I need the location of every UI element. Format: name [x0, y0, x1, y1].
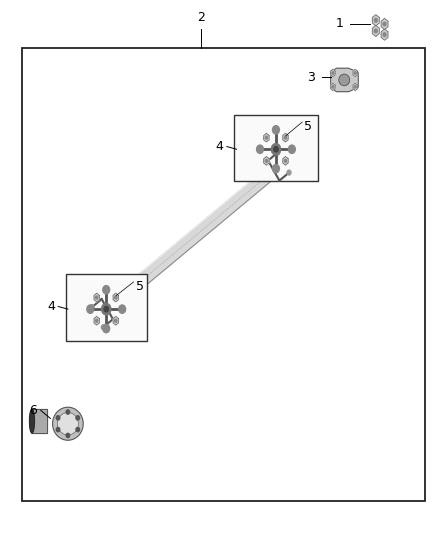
Polygon shape — [32, 409, 47, 433]
Text: 6: 6 — [29, 404, 37, 417]
Polygon shape — [94, 317, 99, 325]
Circle shape — [383, 33, 386, 36]
Text: 2: 2 — [198, 11, 205, 24]
Circle shape — [95, 319, 98, 322]
Circle shape — [95, 296, 98, 299]
Polygon shape — [372, 15, 379, 26]
Text: 5: 5 — [304, 120, 312, 133]
Bar — [22, 48, 425, 501]
Circle shape — [56, 416, 60, 420]
Text: 5: 5 — [136, 280, 144, 293]
Polygon shape — [331, 69, 335, 77]
Circle shape — [332, 86, 334, 88]
Circle shape — [265, 136, 268, 139]
Text: 4: 4 — [215, 140, 223, 153]
Polygon shape — [372, 26, 379, 36]
Text: 1: 1 — [336, 18, 344, 30]
Circle shape — [56, 427, 60, 432]
Circle shape — [287, 170, 291, 175]
Circle shape — [271, 143, 281, 155]
Text: 4: 4 — [47, 300, 55, 313]
Circle shape — [103, 286, 110, 294]
Polygon shape — [104, 165, 277, 315]
Polygon shape — [268, 152, 289, 181]
Bar — [234, 115, 318, 181]
Polygon shape — [353, 69, 357, 77]
Circle shape — [101, 325, 105, 329]
Circle shape — [272, 165, 279, 173]
Circle shape — [66, 410, 70, 414]
Circle shape — [289, 145, 295, 154]
Polygon shape — [381, 19, 388, 29]
Circle shape — [284, 136, 286, 139]
Polygon shape — [264, 157, 269, 165]
Ellipse shape — [339, 74, 350, 86]
Circle shape — [115, 319, 117, 322]
Circle shape — [257, 145, 263, 154]
Circle shape — [66, 433, 70, 438]
Polygon shape — [381, 29, 388, 40]
Circle shape — [332, 72, 334, 74]
Circle shape — [274, 147, 278, 152]
Circle shape — [76, 427, 80, 432]
Ellipse shape — [57, 413, 78, 435]
Polygon shape — [113, 293, 118, 302]
Circle shape — [354, 72, 356, 74]
Polygon shape — [283, 133, 288, 142]
Circle shape — [265, 159, 268, 162]
Circle shape — [354, 86, 356, 88]
Polygon shape — [331, 68, 358, 92]
Circle shape — [272, 126, 279, 134]
Polygon shape — [283, 157, 288, 165]
Ellipse shape — [53, 407, 83, 440]
Circle shape — [383, 22, 386, 26]
Circle shape — [104, 306, 109, 312]
Ellipse shape — [29, 409, 35, 433]
Polygon shape — [331, 83, 335, 91]
Circle shape — [76, 416, 80, 420]
Polygon shape — [94, 293, 99, 302]
Polygon shape — [92, 299, 113, 327]
Polygon shape — [264, 133, 269, 142]
Circle shape — [374, 19, 377, 22]
Circle shape — [119, 305, 126, 313]
Circle shape — [276, 150, 280, 155]
Circle shape — [102, 303, 111, 315]
Circle shape — [115, 296, 117, 299]
Circle shape — [103, 325, 110, 333]
Text: 3: 3 — [307, 71, 315, 84]
Polygon shape — [353, 83, 357, 91]
Circle shape — [90, 305, 94, 310]
Circle shape — [374, 29, 377, 33]
Polygon shape — [113, 317, 118, 325]
Circle shape — [284, 159, 286, 162]
Bar — [66, 274, 147, 341]
Circle shape — [87, 305, 94, 313]
